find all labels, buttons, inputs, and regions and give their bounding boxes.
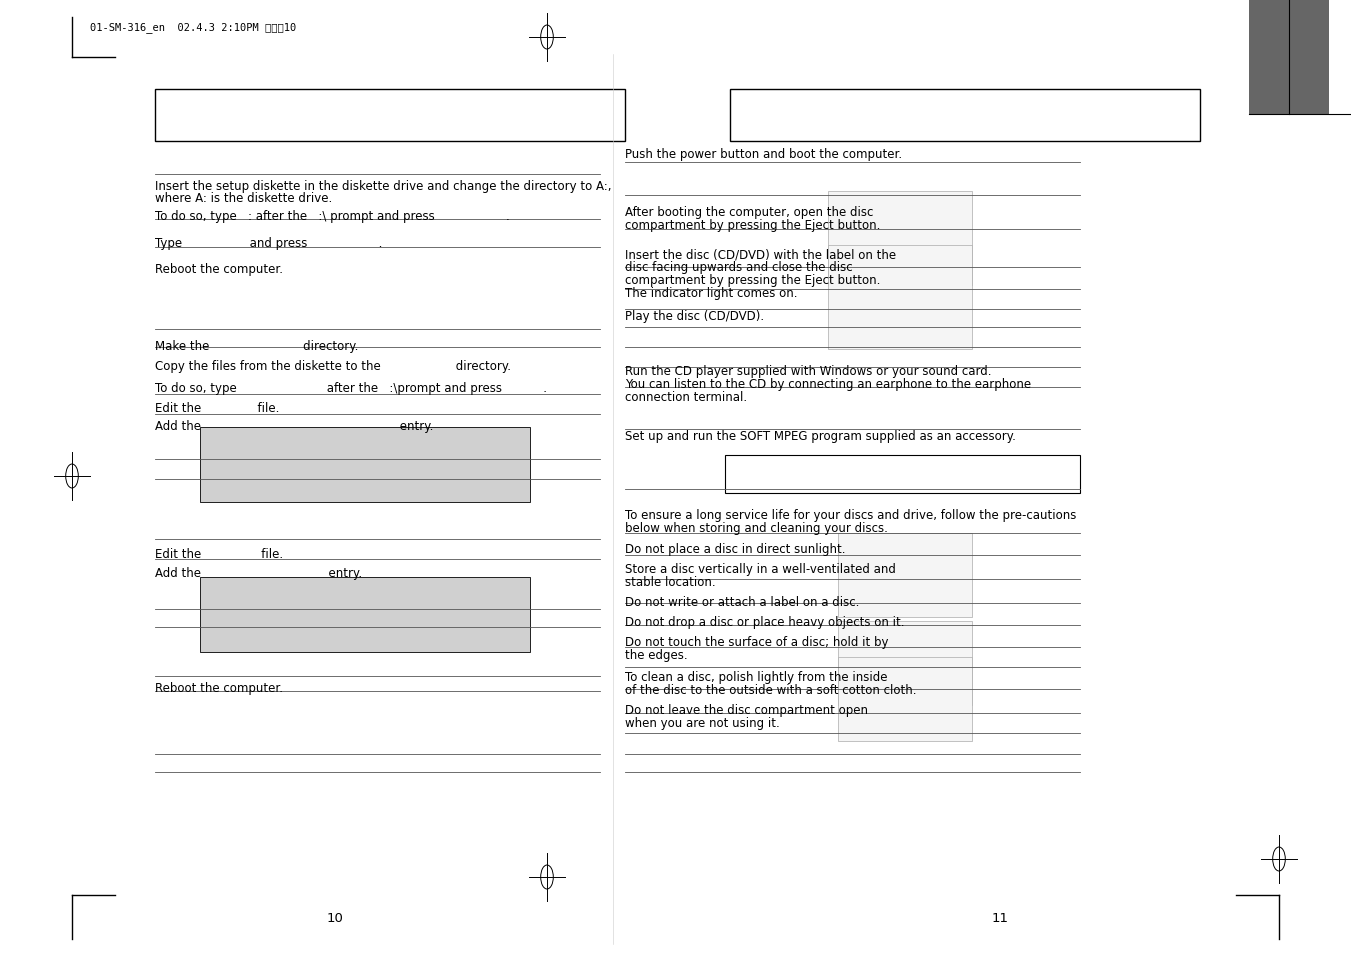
Text: Insert the disc (CD/DVD) with the label on the: Insert the disc (CD/DVD) with the label …	[626, 248, 896, 261]
Text: Edit the               file.: Edit the file.	[155, 401, 280, 415]
Text: Do not place a disc in direct sunlight.: Do not place a disc in direct sunlight.	[626, 542, 846, 556]
Text: 10: 10	[327, 911, 343, 924]
Bar	[200, 428, 530, 502]
Text: Set up and run the SOFT MPEG program supplied as an accessory.: Set up and run the SOFT MPEG program sup…	[626, 430, 1016, 442]
Text: Play the disc (CD/DVD).: Play the disc (CD/DVD).	[626, 310, 765, 323]
Text: disc facing upwards and close the disc: disc facing upwards and close the disc	[626, 261, 852, 274]
Bar	[200, 578, 530, 652]
Text: Edit the                file.: Edit the file.	[155, 547, 284, 560]
Text: Store a disc vertically in a well-ventilated and: Store a disc vertically in a well-ventil…	[626, 562, 896, 576]
Text: After booting the computer, open the disc: After booting the computer, open the dis…	[626, 206, 873, 219]
Text: compartment by pressing the Eject button.: compartment by pressing the Eject button…	[626, 219, 881, 232]
Text: Do not leave the disc compartment open: Do not leave the disc compartment open	[626, 703, 867, 717]
FancyBboxPatch shape	[828, 246, 971, 350]
Text: of the disc to the outside with a soft cotton cloth.: of the disc to the outside with a soft c…	[626, 683, 916, 697]
Text: stable location.: stable location.	[626, 576, 716, 588]
Text: Do not touch the surface of a disc; hold it by: Do not touch the surface of a disc; hold…	[626, 636, 889, 648]
Text: Insert the setup diskette in the diskette drive and change the directory to A:,: Insert the setup diskette in the diskett…	[155, 180, 612, 193]
Text: Copy the files from the diskette to the                    directory.: Copy the files from the diskette to the …	[155, 359, 511, 373]
Text: Run the CD player supplied with Windows or your sound card.: Run the CD player supplied with Windows …	[626, 365, 992, 377]
Bar	[725, 456, 1079, 494]
Text: 11: 11	[992, 911, 1008, 924]
FancyBboxPatch shape	[828, 192, 971, 286]
Text: To do so, type   : after the   :\ prompt and press                   .: To do so, type : after the :\ prompt and…	[155, 210, 509, 223]
Text: Push the power button and boot the computer.: Push the power button and boot the compu…	[626, 148, 902, 161]
Text: Add the                                                     entry.: Add the entry.	[155, 419, 434, 433]
Text: The indicator light comes on.: The indicator light comes on.	[626, 287, 797, 299]
Bar	[1250, 0, 1329, 115]
FancyBboxPatch shape	[838, 658, 971, 741]
Text: Add the                                  entry.: Add the entry.	[155, 566, 362, 579]
Text: the edges.: the edges.	[626, 648, 688, 661]
Text: where A: is the diskette drive.: where A: is the diskette drive.	[155, 192, 332, 205]
Text: To ensure a long service life for your discs and drive, follow the pre-cautions: To ensure a long service life for your d…	[626, 509, 1077, 521]
Text: Reboot the computer.: Reboot the computer.	[155, 681, 282, 695]
FancyBboxPatch shape	[838, 621, 971, 705]
Text: Make the                         directory.: Make the directory.	[155, 339, 358, 353]
Text: below when storing and cleaning your discs.: below when storing and cleaning your dis…	[626, 521, 888, 535]
Bar	[730, 90, 1200, 142]
Text: compartment by pressing the Eject button.: compartment by pressing the Eject button…	[626, 274, 881, 287]
FancyBboxPatch shape	[838, 534, 971, 618]
Text: Type                  and press                   .: Type and press .	[155, 236, 382, 250]
Text: 01-SM-316_en  02.4.3 2:10PM 페이지10: 01-SM-316_en 02.4.3 2:10PM 페이지10	[91, 22, 296, 32]
Text: Do not drop a disc or place heavy objects on it.: Do not drop a disc or place heavy object…	[626, 616, 905, 628]
Text: To do so, type                        after the   :\prompt and press           .: To do so, type after the :\prompt and pr…	[155, 381, 547, 395]
Text: You can listen to the CD by connecting an earphone to the earphone: You can listen to the CD by connecting a…	[626, 377, 1031, 391]
Text: connection terminal.: connection terminal.	[626, 391, 747, 403]
Text: To clean a disc, polish lightly from the inside: To clean a disc, polish lightly from the…	[626, 670, 888, 683]
Text: Reboot the computer.: Reboot the computer.	[155, 263, 282, 275]
Text: Do not write or attach a label on a disc.: Do not write or attach a label on a disc…	[626, 596, 859, 608]
Text: when you are not using it.: when you are not using it.	[626, 717, 780, 729]
Bar	[155, 90, 626, 142]
